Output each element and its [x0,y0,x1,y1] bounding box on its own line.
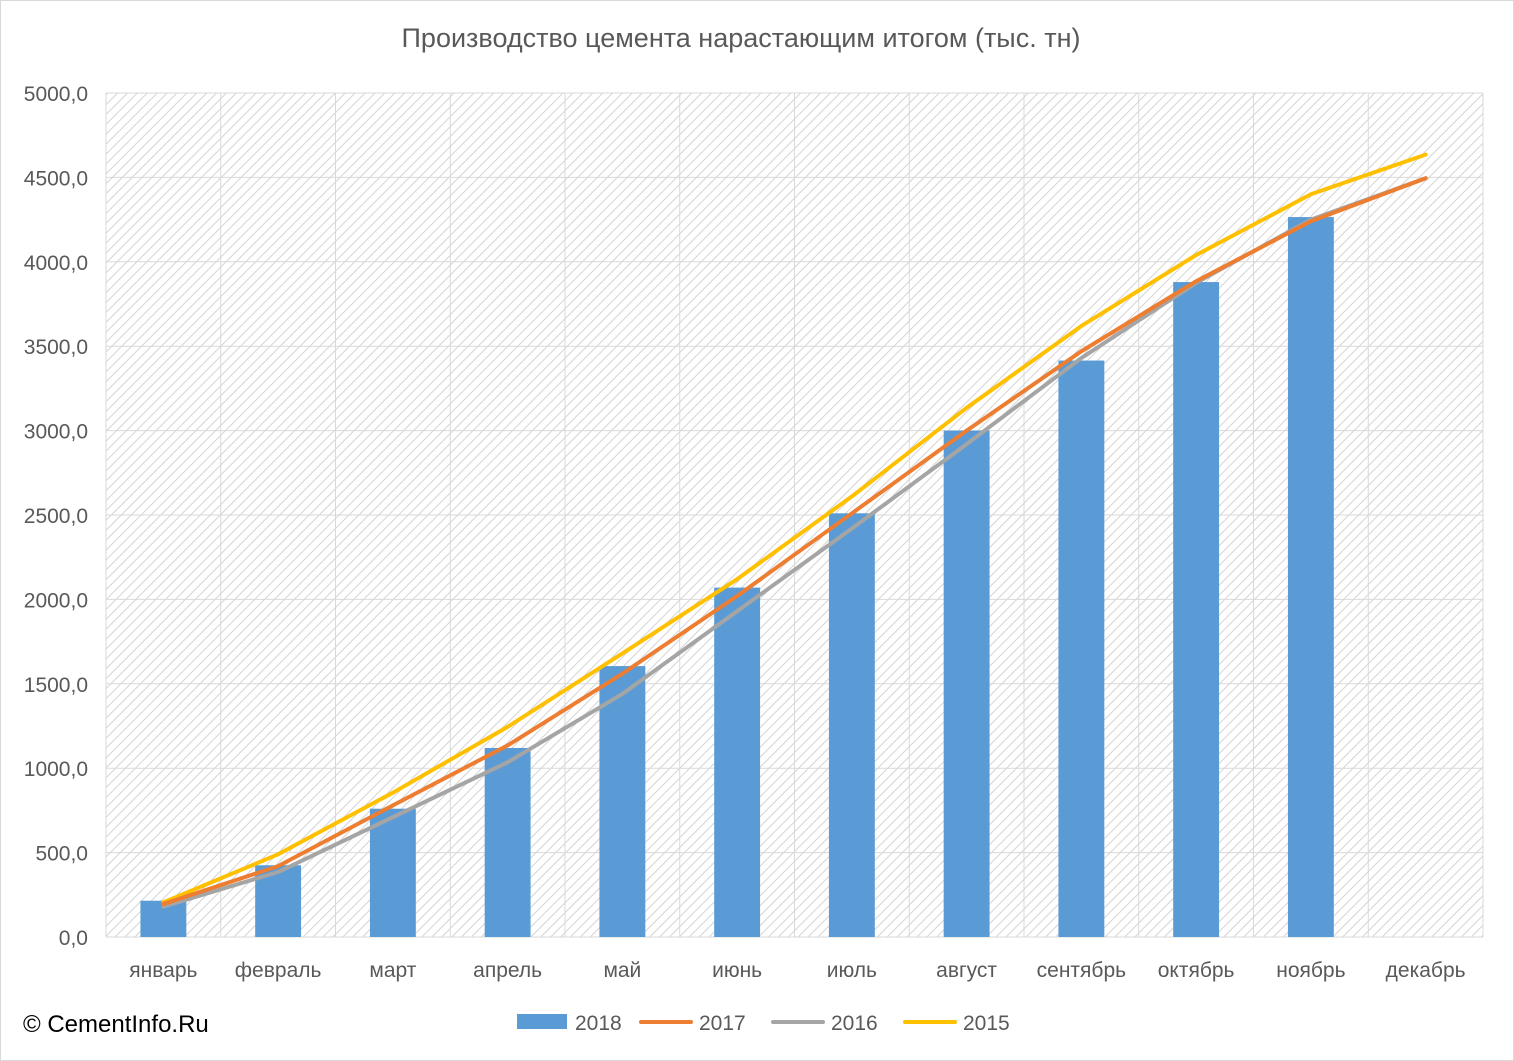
x-tick-label: декабрь [1386,959,1466,982]
x-tick-label: март [369,959,416,982]
x-tick-label: сентябрь [1037,959,1126,982]
legend-label-2017: 2017 [699,1012,746,1035]
bar-2018 [484,747,531,937]
chart-title: Производство цемента нарастающим итогом … [401,23,1081,53]
line-2017 [161,176,1428,907]
y-tick-label: 5000,0 [24,83,88,106]
y-tick-label: 3500,0 [24,336,88,359]
bar-2018 [1058,360,1105,938]
y-tick-label: 2500,0 [24,505,88,528]
y-tick-label: 2000,0 [24,589,88,612]
y-tick-label: 1000,0 [24,758,88,781]
y-tick-label: 500,0 [35,843,88,866]
x-tick-label: январь [129,959,197,982]
legend-label-2018: 2018 [575,1012,622,1035]
x-tick-label: февраль [235,959,322,982]
legend-label-2015: 2015 [963,1012,1010,1035]
copyright-text: © CementInfo.Ru [23,1011,209,1038]
bar-2018 [828,513,875,937]
x-tick-label: август [936,959,997,982]
x-tick-label: апрель [473,959,542,982]
bar-2018 [943,430,990,937]
x-tick-label: май [603,959,641,982]
y-tick-label: 0,0 [59,927,88,950]
legend-label-2016: 2016 [831,1012,878,1035]
y-tick-label: 4000,0 [24,252,88,275]
y-tick-label: 1500,0 [24,674,88,697]
y-tick-label: 4500,0 [24,167,88,190]
line-2015 [161,152,1428,905]
x-tick-label: июль [827,959,877,982]
x-tick-label: ноябрь [1276,959,1345,982]
legend-swatch-2018 [517,1014,567,1029]
bar-2018 [1287,217,1334,937]
bar-2018 [714,587,761,937]
bar-2018 [369,808,416,937]
x-tick-label: октябрь [1158,959,1235,982]
bar-2018 [1173,282,1220,937]
x-tick-label: июнь [712,959,762,982]
bar-2018 [599,666,646,937]
y-tick-label: 3000,0 [24,421,88,444]
